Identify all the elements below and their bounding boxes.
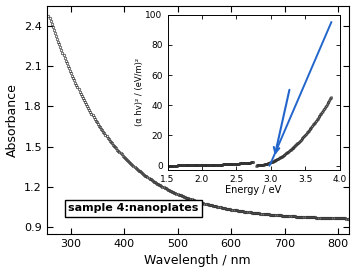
Y-axis label: Absorbance: Absorbance bbox=[6, 83, 18, 157]
Text: sample 4:nanoplates: sample 4:nanoplates bbox=[68, 203, 198, 213]
X-axis label: Wavelength / nm: Wavelength / nm bbox=[144, 254, 251, 268]
